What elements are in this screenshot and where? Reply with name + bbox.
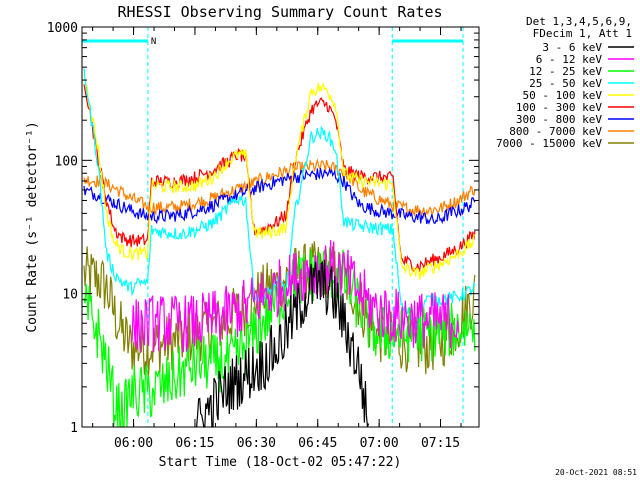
x-tick-label: 06:45	[298, 436, 337, 451]
series-line	[83, 73, 476, 280]
axis-layer: 06:00 06:15 06:30 06:45 07:00 07:15 1 10 100 1000	[47, 21, 479, 451]
legend-label: 6 - 12 keV	[536, 53, 603, 66]
plot-frame	[81, 26, 480, 428]
legend-header: Det 1,3,4,5,6,9,	[526, 15, 632, 28]
legend: Det 1,3,4,5,6,9,FDecim 1, Att 13 - 6 keV…	[496, 15, 634, 150]
legend-label: 3 - 6 keV	[542, 41, 602, 54]
x-tick-label: 06:30	[237, 436, 276, 451]
legend-label: 100 - 300 keV	[516, 101, 602, 114]
y-axis-label: Count Rate (s⁻¹ detector⁻¹)	[25, 121, 40, 332]
legend-label: 300 - 800 keV	[516, 113, 602, 126]
x-tick-label: 07:00	[360, 436, 399, 451]
legend-label: 50 - 100 keV	[523, 89, 603, 102]
legend-header: FDecim 1, Att 1	[533, 27, 632, 40]
footer-timestamp: 20-Oct-2021 08:51	[555, 468, 637, 477]
y-tick-label: 10	[62, 288, 78, 303]
legend-label: 25 - 50 keV	[529, 77, 602, 90]
y-tick-label: 100	[55, 154, 78, 169]
legend-label: 7000 - 15000 keV	[496, 137, 602, 150]
series-layer	[83, 68, 476, 428]
x-axis-label: Start Time (18-Oct-02 05:47:22)	[159, 455, 402, 470]
x-tick-label: 06:15	[175, 436, 214, 451]
legend-label: 12 - 25 keV	[529, 65, 602, 78]
series-line	[130, 240, 460, 353]
night-flag-label: N	[151, 37, 156, 47]
chart-title: RHESSI Observing Summary Count Rates	[117, 3, 442, 21]
y-tick-label: 1000	[47, 21, 78, 36]
legend-label: 800 - 7000 keV	[509, 125, 602, 138]
x-tick-label: 06:00	[114, 436, 153, 451]
series-line	[83, 247, 476, 428]
series-line	[196, 259, 370, 428]
x-tick-label: 07:15	[421, 436, 460, 451]
y-tick-label: 1	[70, 421, 78, 436]
